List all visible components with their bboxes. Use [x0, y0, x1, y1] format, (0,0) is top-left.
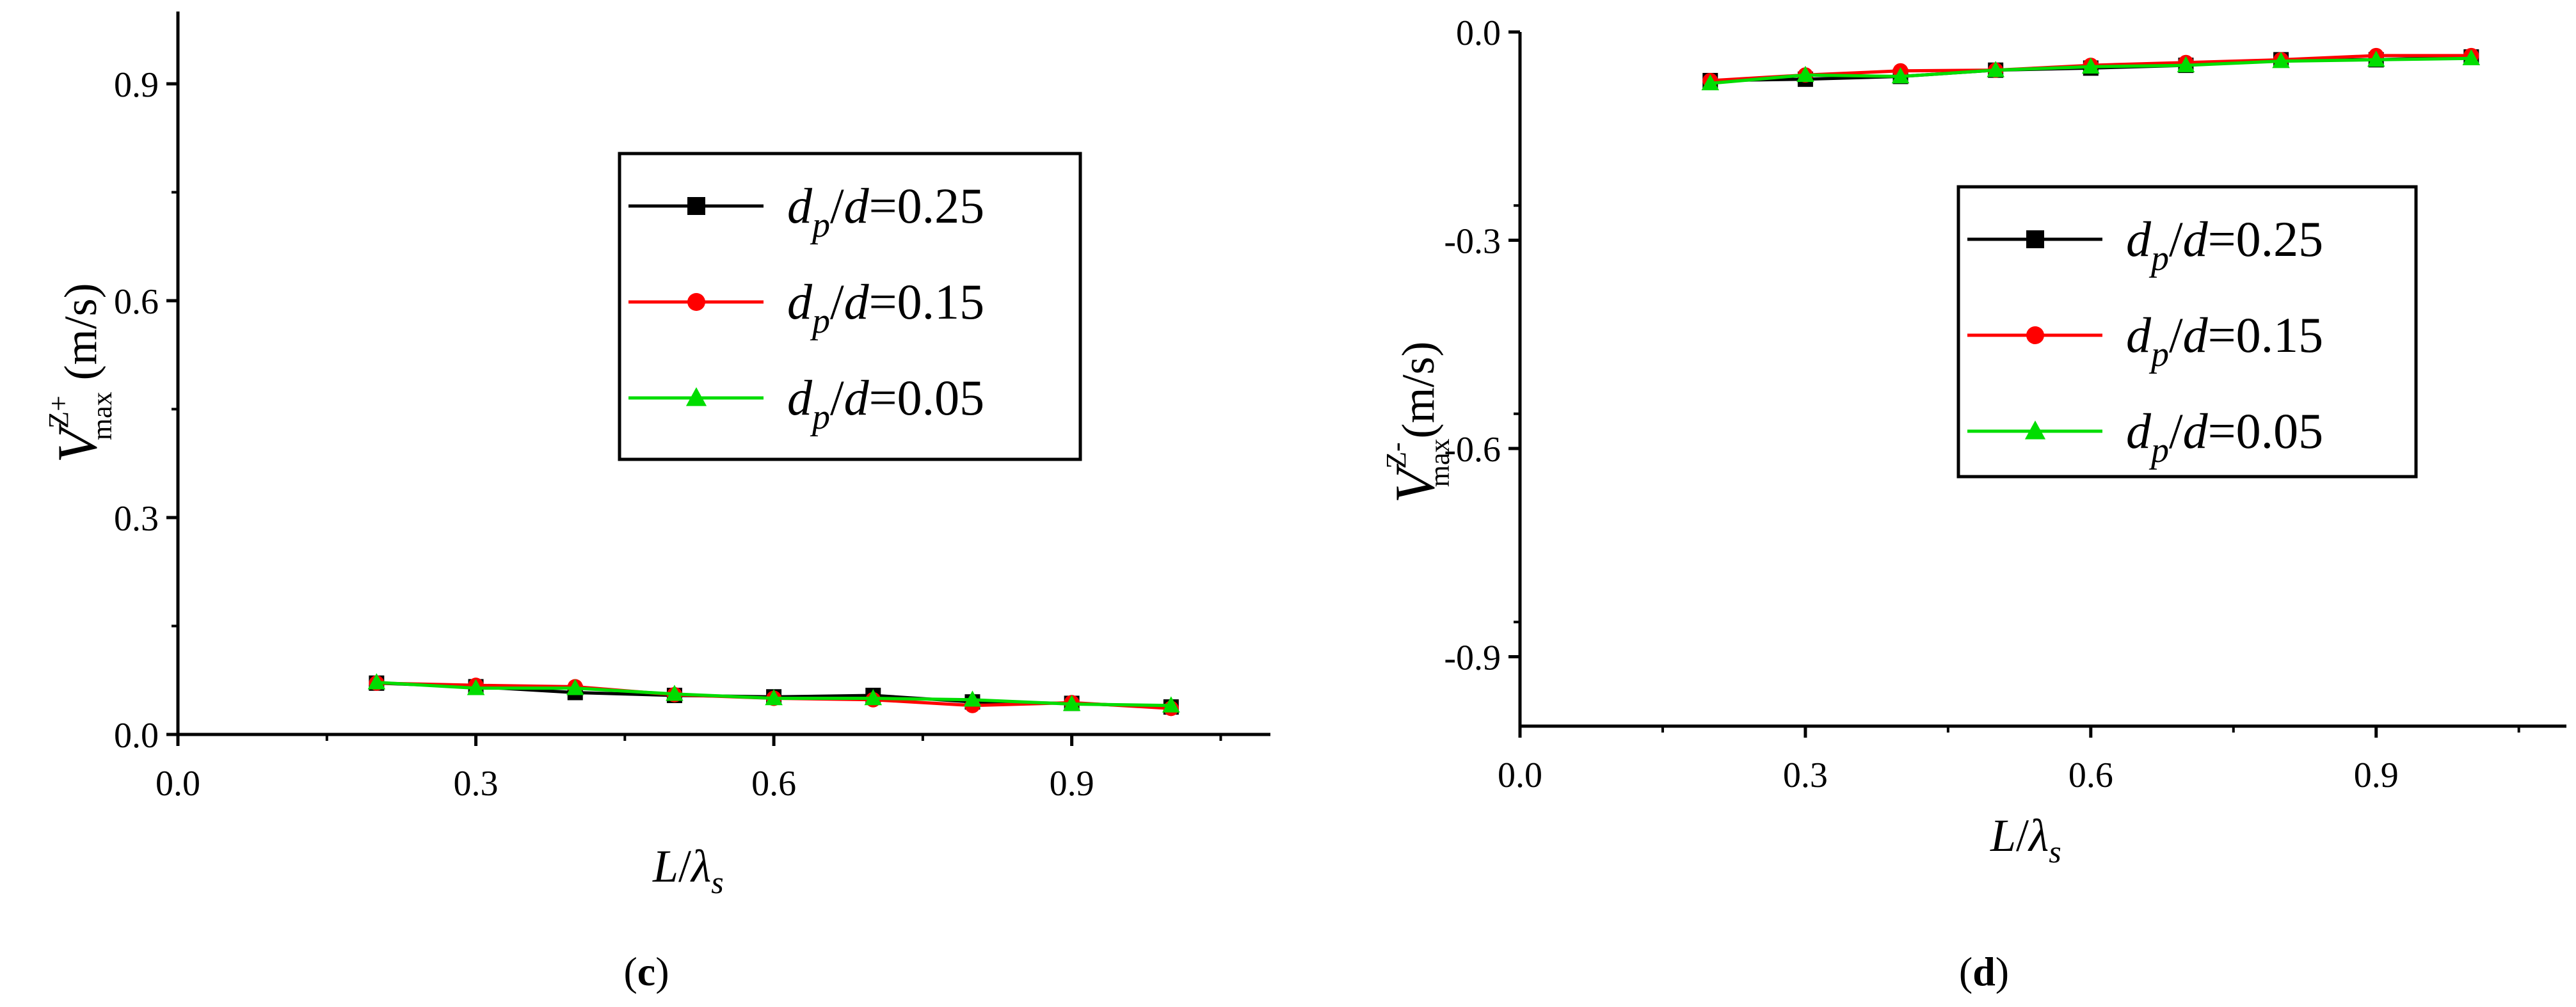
data-point-2-7	[2367, 51, 2385, 67]
y-tick-label: -0.6	[1444, 430, 1501, 470]
legend: dp/d=0.25 dp/d=0.15 dp/d=0.05	[618, 152, 1082, 461]
data-point-2-1	[1796, 65, 1814, 83]
legend-label-2: dp/d=0.05	[787, 370, 984, 437]
x-tick-label: 0.6	[751, 764, 796, 804]
data-point-2-1	[467, 679, 485, 695]
panel-caption: (c)	[623, 949, 669, 994]
y-tick-label: 0.3	[114, 499, 159, 539]
legend-marker-0	[687, 197, 705, 215]
data-point-2-8	[2462, 49, 2481, 66]
legend-marker-1	[2026, 326, 2044, 344]
data-point-2-2	[566, 679, 584, 695]
y-tick-label: 0.9	[114, 65, 159, 105]
data-point-2-7	[1062, 695, 1081, 711]
y-tick-label: -0.3	[1444, 222, 1501, 262]
data-point-2-5	[2177, 56, 2195, 72]
data-point-2-4	[2082, 57, 2100, 74]
x-axis-title: L/λs	[1990, 810, 2061, 869]
x-tick-label: 0.9	[2354, 756, 2399, 795]
data-point-2-6	[963, 690, 982, 707]
data-point-2-5	[864, 689, 883, 706]
x-tick-label: 0.3	[454, 764, 499, 804]
legend-label-1: dp/d=0.15	[787, 274, 984, 341]
data-point-2-4	[765, 689, 783, 706]
x-tick-label: 0.0	[1498, 756, 1542, 795]
x-tick-label: 0.3	[1783, 756, 1828, 795]
x-tick-label: 0.9	[1050, 764, 1094, 804]
chart-panel-c: 0.00.30.60.90.0 0.3 0.6 0.9dp/d=0.25dp/d=0.…	[43, 12, 1270, 994]
y-axis-title: VZ-max(m/s)	[1380, 341, 1455, 503]
y-tick-label: 0.0	[1456, 13, 1501, 53]
legend-label-0: dp/d=0.25	[787, 178, 984, 245]
data-point-2-0	[1701, 74, 1720, 91]
legend-marker-0	[2026, 230, 2044, 248]
data-point-2-3	[666, 685, 684, 701]
x-tick-label: 0.6	[2068, 756, 2113, 795]
data-point-2-6	[2272, 52, 2290, 68]
legend-marker-2	[2024, 420, 2046, 440]
x-tick-label: 0.0	[156, 764, 200, 804]
y-tick-label: -0.9	[1444, 638, 1501, 678]
legend-label-0: dp/d=0.25	[2126, 211, 2323, 278]
data-point-2-2	[1891, 67, 1910, 84]
legend: dp/d=0.25 dp/d=0.15 dp/d=0.05	[1956, 185, 2418, 479]
y-tick-label: 0.6	[114, 282, 159, 322]
data-point-2-3	[1987, 61, 2004, 77]
y-axis-title: VZ+ max (m/s)	[43, 283, 118, 463]
data-point-2-0	[367, 673, 386, 690]
y-tick-label: 0.0	[114, 716, 159, 756]
data-point-2-8	[1162, 696, 1180, 713]
legend-marker-2	[685, 387, 707, 406]
legend-label-2: dp/d=0.05	[2126, 403, 2323, 470]
x-axis-title: L/λs	[652, 841, 724, 900]
legend-marker-1	[687, 293, 705, 311]
legend-label-1: dp/d=0.15	[2126, 307, 2323, 374]
panel-caption: (d)	[1959, 949, 2009, 994]
chart-panel-d: 0.0-0.3-0.6-0.90.0 0.3 0.6 0.9dp/d=0.25dp/d…	[1380, 13, 2566, 994]
